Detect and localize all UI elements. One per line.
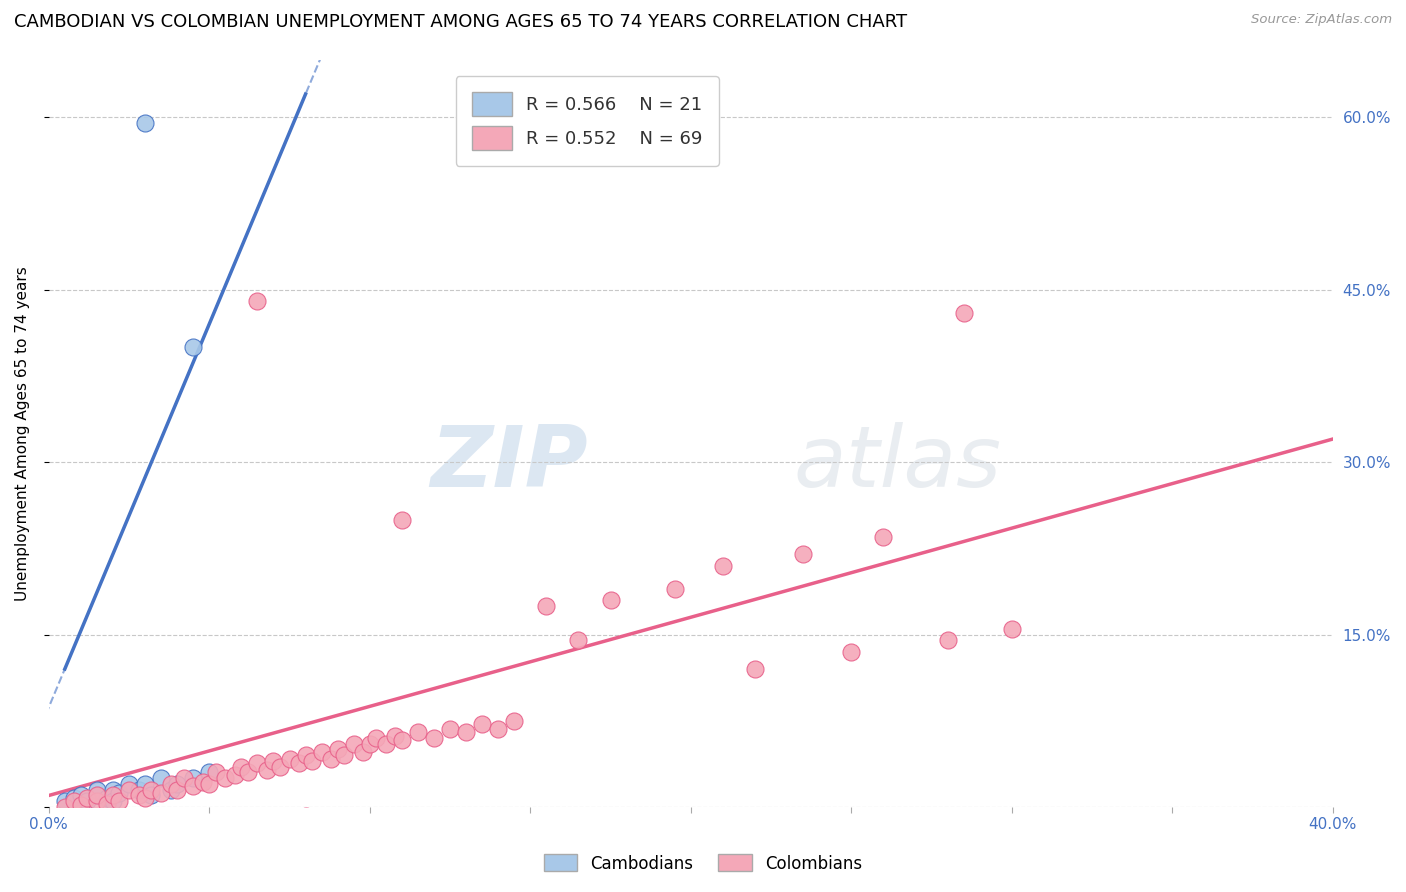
Point xyxy=(86,789,108,803)
Point xyxy=(166,782,188,797)
Point xyxy=(269,760,291,774)
Point xyxy=(96,797,118,811)
Point xyxy=(872,530,894,544)
Text: Source: ZipAtlas.com: Source: ZipAtlas.com xyxy=(1251,13,1392,27)
Point xyxy=(141,789,163,803)
Point xyxy=(288,756,311,771)
Point xyxy=(181,771,204,785)
Point xyxy=(326,817,349,831)
Point xyxy=(166,777,188,791)
Point xyxy=(198,777,221,791)
Point xyxy=(567,633,589,648)
Point xyxy=(366,731,388,745)
Point xyxy=(294,748,316,763)
Point xyxy=(384,729,406,743)
Point xyxy=(536,599,558,613)
Legend: R = 0.566    N = 21, R = 0.552    N = 69: R = 0.566 N = 21, R = 0.552 N = 69 xyxy=(456,76,718,166)
Point xyxy=(391,733,413,747)
Point xyxy=(101,794,124,808)
Legend: Cambodians, Colombians: Cambodians, Colombians xyxy=(537,847,869,880)
Point xyxy=(301,754,323,768)
Point xyxy=(134,777,156,791)
Point xyxy=(406,725,429,739)
Point xyxy=(224,768,246,782)
Point xyxy=(118,782,141,797)
Point xyxy=(246,814,269,828)
Point xyxy=(952,305,974,319)
Point xyxy=(86,782,108,797)
Point xyxy=(359,737,381,751)
Text: atlas: atlas xyxy=(793,422,1001,505)
Point xyxy=(321,752,343,766)
Point xyxy=(191,774,214,789)
Point xyxy=(86,789,108,803)
Point xyxy=(96,790,118,805)
Point xyxy=(246,756,269,771)
Point xyxy=(839,645,862,659)
Point xyxy=(128,789,150,803)
Point xyxy=(159,777,181,791)
Text: ZIP: ZIP xyxy=(430,422,588,505)
Point xyxy=(70,797,93,812)
Point xyxy=(53,794,76,808)
Point xyxy=(231,760,253,774)
Point xyxy=(406,814,429,828)
Point xyxy=(333,748,356,763)
Point xyxy=(599,593,621,607)
Point xyxy=(134,116,156,130)
Point xyxy=(246,294,269,309)
Y-axis label: Unemployment Among Ages 65 to 74 years: Unemployment Among Ages 65 to 74 years xyxy=(15,266,30,600)
Point xyxy=(744,662,766,676)
Point xyxy=(792,547,814,561)
Point xyxy=(128,782,150,797)
Point xyxy=(278,752,301,766)
Point xyxy=(439,722,461,736)
Point xyxy=(262,754,284,768)
Point xyxy=(181,779,204,793)
Point xyxy=(326,742,349,756)
Point xyxy=(108,786,131,800)
Point xyxy=(118,777,141,791)
Point xyxy=(486,722,509,736)
Point xyxy=(352,745,374,759)
Point xyxy=(159,782,181,797)
Point xyxy=(86,794,108,808)
Point xyxy=(173,771,195,785)
Point xyxy=(454,725,477,739)
Point xyxy=(150,786,173,800)
Point xyxy=(181,340,204,354)
Point xyxy=(134,790,156,805)
Point xyxy=(53,800,76,814)
Point xyxy=(343,737,366,751)
Point xyxy=(70,789,93,803)
Point xyxy=(256,763,278,777)
Point xyxy=(63,790,86,805)
Point xyxy=(63,794,86,808)
Point xyxy=(214,771,236,785)
Point xyxy=(204,765,226,780)
Point xyxy=(664,582,686,596)
Point xyxy=(236,765,259,780)
Point xyxy=(76,790,98,805)
Point xyxy=(359,812,381,826)
Point xyxy=(141,782,163,797)
Point xyxy=(1001,622,1024,636)
Point xyxy=(711,558,734,573)
Point xyxy=(423,731,446,745)
Point xyxy=(294,809,316,823)
Point xyxy=(374,737,396,751)
Point xyxy=(311,745,333,759)
Text: CAMBODIAN VS COLOMBIAN UNEMPLOYMENT AMONG AGES 65 TO 74 YEARS CORRELATION CHART: CAMBODIAN VS COLOMBIAN UNEMPLOYMENT AMON… xyxy=(14,13,907,31)
Point xyxy=(101,789,124,803)
Point xyxy=(503,714,526,728)
Point xyxy=(76,794,98,808)
Point xyxy=(101,782,124,797)
Point xyxy=(936,633,959,648)
Point xyxy=(108,794,131,808)
Point xyxy=(198,765,221,780)
Point xyxy=(471,717,494,731)
Point xyxy=(150,771,173,785)
Point xyxy=(391,512,413,526)
